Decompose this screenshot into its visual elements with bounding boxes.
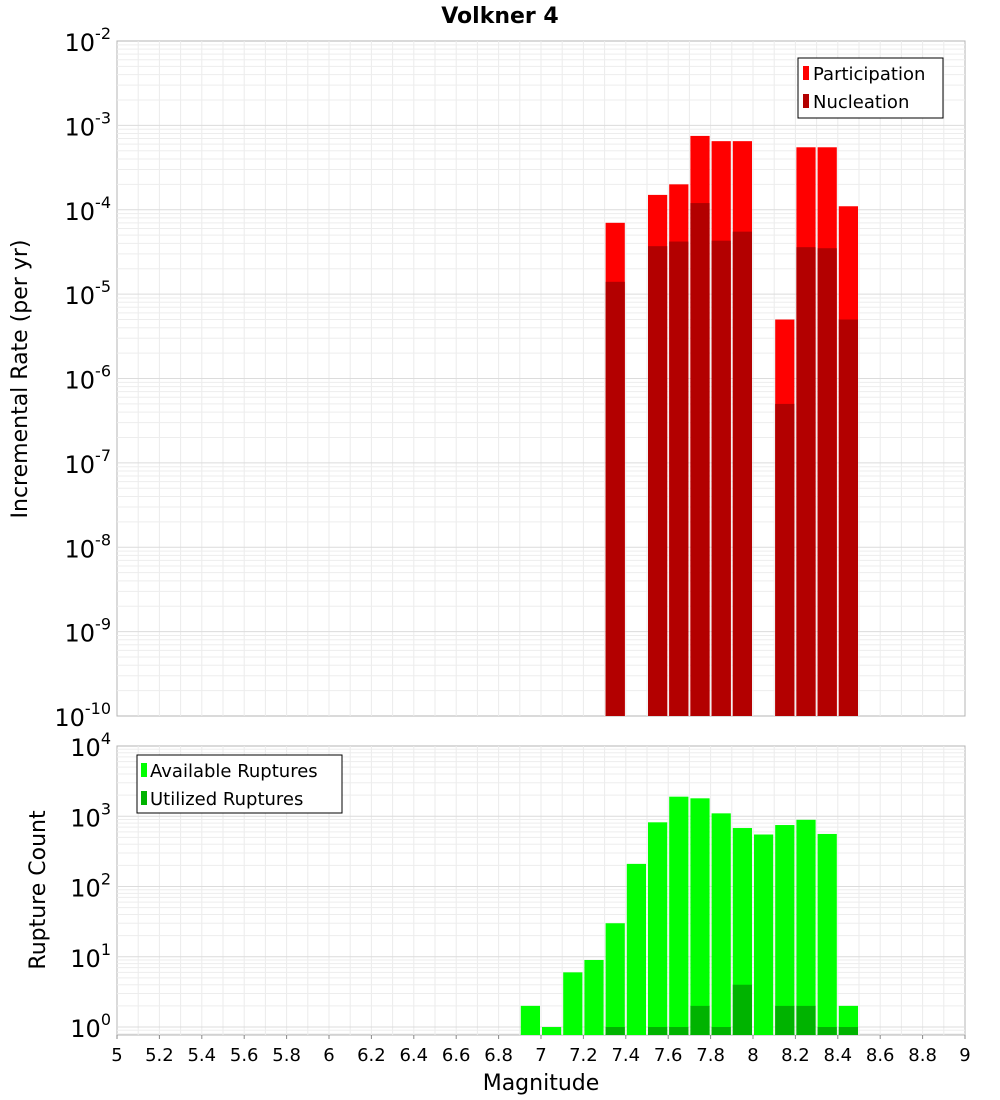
x-tick-label: 9 [959, 1045, 970, 1066]
legend-available-label: Available Ruptures [150, 761, 318, 782]
x-tick-label: 8.8 [908, 1045, 937, 1066]
bar-nucleation [732, 231, 752, 716]
count-y-tick-label: 102 [70, 870, 111, 903]
bar-available [563, 972, 583, 1035]
x-tick-label: 7.6 [654, 1045, 683, 1066]
x-tick-label: 5 [111, 1045, 122, 1066]
rate-y-tick-label: 10-3 [65, 108, 112, 141]
magnitude-x-ticks: 5 5.2 5.4 5.6 5.8 6 6.2 6.4 6.6 6.8 7 7.2 7.4 7.6 7.8 8… [111, 1035, 971, 1066]
bar-nucleation [690, 203, 710, 716]
bar-available [796, 819, 816, 1035]
bar-nucleation [711, 240, 731, 717]
x-tick-label: 8.4 [823, 1045, 852, 1066]
x-axis-label: Magnitude [483, 1071, 600, 1096]
rate-y-tick-label: 10-9 [65, 615, 112, 648]
rate-legend: Participation Nucleation [797, 57, 944, 119]
rate-y-ticks: 10-10 10-9 10-8 10-7 10-6 10-5 10-4 10-3 10-2 [54, 24, 111, 732]
rate-y-tick-label: 10-4 [65, 193, 112, 226]
x-tick-label: 6.2 [357, 1045, 386, 1066]
bar-available [626, 863, 646, 1035]
bar-utilized [669, 1027, 689, 1035]
x-tick-label: 6 [323, 1045, 334, 1066]
legend-participation-swatch [803, 66, 809, 80]
count-y-tick-label: 101 [70, 940, 111, 973]
bar-available [817, 833, 837, 1035]
count-panel: 100 101 102 103 104 5 5.2 5.4 5.6 5.8 6 6.2 6.4 6.6 6… [26, 729, 971, 1096]
legend-available-swatch [141, 763, 147, 777]
rate-bars [605, 135, 858, 717]
bar-nucleation [605, 281, 625, 716]
x-tick-label: 6.8 [484, 1045, 513, 1066]
x-tick-label: 5.8 [272, 1045, 301, 1066]
bar-utilized [817, 1027, 837, 1035]
legend-nucleation-label: Nucleation [813, 92, 909, 113]
bar-utilized [605, 1027, 625, 1035]
count-y-tick-label: 104 [70, 729, 111, 762]
legend-participation-label: Participation [813, 64, 925, 85]
bar-available [648, 822, 668, 1035]
x-tick-label: 8 [747, 1045, 758, 1066]
bar-available [584, 959, 604, 1035]
x-tick-label: 5.2 [145, 1045, 174, 1066]
count-legend: Available Ruptures Utilized Ruptures [136, 754, 343, 814]
bar-available [520, 1005, 540, 1035]
chart-title: Volkner 4 [441, 4, 559, 29]
x-tick-label: 7.8 [696, 1045, 725, 1066]
bar-nucleation [648, 246, 668, 716]
bar-utilized [796, 1005, 816, 1035]
rate-y-tick-label: 10-6 [65, 362, 112, 395]
count-y-ticks: 100 101 102 103 104 [70, 729, 111, 1043]
bar-utilized [711, 1027, 731, 1035]
rate-panel: 10-10 10-9 10-8 10-7 10-6 10-5 10-4 10-3 10-2 In… [8, 24, 966, 732]
bar-available [775, 825, 795, 1035]
bar-utilized [775, 1005, 795, 1035]
legend-utilized-label: Utilized Ruptures [150, 789, 303, 810]
bar-utilized [838, 1027, 858, 1035]
bar-available [754, 834, 774, 1035]
x-tick-label: 8.2 [781, 1045, 810, 1066]
x-tick-label: 7 [535, 1045, 546, 1066]
bar-available [669, 796, 689, 1035]
rate-y-axis-label: Incremental Rate (per yr) [8, 240, 33, 519]
bar-available [690, 798, 710, 1035]
bar-utilized [690, 1005, 710, 1035]
rate-y-tick-label: 10-2 [65, 24, 112, 57]
bar-available [605, 923, 625, 1035]
x-tick-label: 5.6 [230, 1045, 259, 1066]
x-tick-label: 6.4 [399, 1045, 428, 1066]
count-y-tick-label: 100 [70, 1010, 111, 1043]
bar-nucleation [817, 248, 837, 717]
rate-gridlines [117, 41, 965, 716]
count-y-tick-label: 103 [70, 799, 111, 832]
x-tick-label: 7.2 [569, 1045, 598, 1066]
x-tick-label: 5.4 [187, 1045, 216, 1066]
x-tick-label: 8.6 [866, 1045, 895, 1066]
x-tick-label: 6.6 [442, 1045, 471, 1066]
count-bars [520, 796, 858, 1035]
legend-nucleation-swatch [803, 94, 809, 108]
bar-nucleation [796, 247, 816, 716]
bar-available [732, 828, 752, 1035]
x-tick-label: 7.4 [611, 1045, 640, 1066]
bar-nucleation [669, 241, 689, 717]
rate-y-tick-label: 10-10 [54, 699, 111, 732]
bar-nucleation [775, 403, 795, 716]
bar-utilized [648, 1027, 668, 1035]
rate-y-tick-label: 10-8 [65, 530, 112, 563]
count-y-axis-label: Rupture Count [26, 810, 51, 970]
rate-y-tick-label: 10-5 [65, 277, 112, 310]
bar-utilized [732, 984, 752, 1035]
bar-available [711, 813, 731, 1035]
rate-y-tick-label: 10-7 [65, 446, 112, 479]
legend-utilized-swatch [141, 791, 147, 805]
bar-available [542, 1027, 562, 1035]
bar-nucleation [838, 319, 858, 716]
